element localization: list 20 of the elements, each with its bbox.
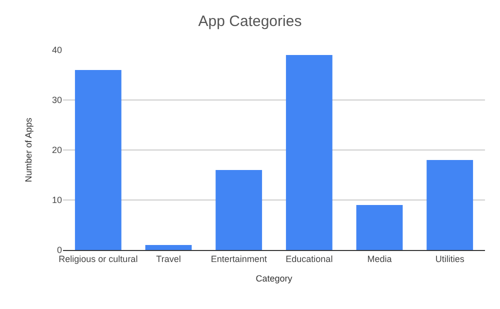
x-tick-label: Media [367, 254, 392, 264]
y-axis-title: Number of Apps [23, 117, 34, 182]
x-tick-label: Religious or cultural [58, 254, 138, 264]
bar [426, 160, 474, 250]
x-tick-label: Utilities [435, 254, 465, 264]
chart-title: App Categories [198, 12, 302, 30]
x-axis-title: Category [256, 274, 293, 284]
y-tick-label: 20 [52, 145, 62, 156]
y-tick-label: 30 [52, 95, 62, 106]
x-tick-label: Travel [156, 254, 181, 264]
bar [74, 70, 122, 250]
bar [145, 245, 192, 250]
bar [356, 205, 403, 250]
x-tick-label: Entertainment [210, 254, 268, 264]
bar [286, 55, 332, 250]
y-tick-label: 0 [56, 245, 62, 256]
x-tick-label: Educational [286, 254, 333, 264]
y-tick-label: 10 [52, 195, 62, 206]
y-tick-label: 40 [52, 45, 62, 56]
bar [216, 170, 262, 250]
